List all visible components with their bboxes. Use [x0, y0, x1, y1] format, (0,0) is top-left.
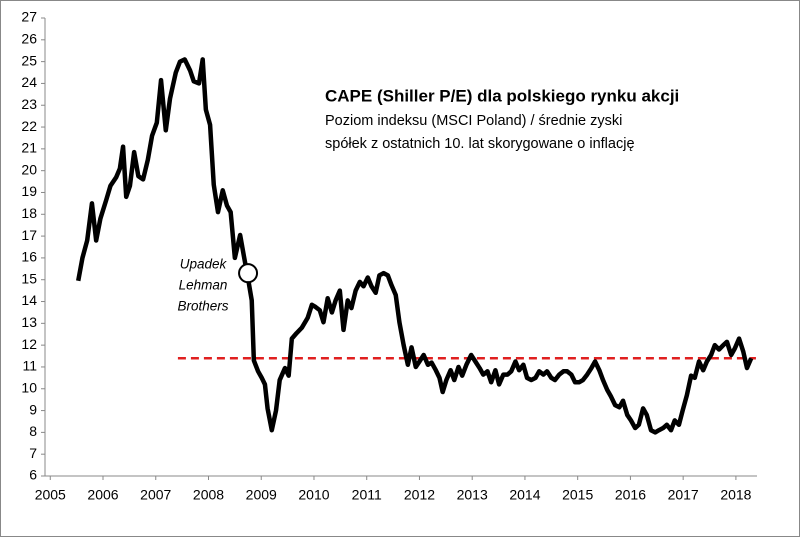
y-tick-label: 24: [21, 74, 37, 90]
y-tick-label: 10: [21, 379, 37, 395]
chart-subtitle: spółek z ostatnich 10. lat skorygowane o…: [325, 136, 635, 152]
x-tick-label: 2011: [352, 487, 382, 503]
y-tick-label: 26: [21, 31, 37, 47]
y-tick-label: 17: [21, 227, 37, 243]
y-tick-label: 21: [21, 140, 37, 156]
y-tick-label: 13: [21, 314, 37, 330]
y-tick-label: 20: [21, 161, 37, 177]
y-tick-label: 27: [21, 9, 37, 25]
y-tick-label: 23: [21, 96, 37, 112]
annotation-text: Upadek: [180, 257, 228, 272]
y-tick-label: 19: [21, 183, 37, 199]
x-tick-label: 2013: [457, 487, 488, 503]
chart-subtitle: Poziom indeksu (MSCI Poland) / średnie z…: [325, 113, 622, 129]
x-tick-label: 2007: [140, 487, 171, 503]
x-tick-label: 2012: [404, 487, 435, 503]
x-tick-label: 2006: [87, 487, 118, 503]
x-tick-label: 2018: [720, 487, 751, 503]
y-tick-label: 25: [21, 52, 37, 68]
x-tick-label: 2016: [615, 487, 646, 503]
x-tick-label: 2008: [193, 487, 224, 503]
y-tick-label: 6: [29, 467, 37, 483]
y-tick-label: 7: [29, 445, 37, 461]
y-tick-label: 15: [21, 270, 37, 286]
y-tick-label: 11: [22, 358, 37, 374]
x-tick-label: 2010: [298, 487, 329, 503]
x-tick-label: 2017: [668, 487, 699, 503]
y-tick-label: 8: [29, 423, 37, 439]
y-tick-label: 18: [21, 205, 37, 221]
annotation-text: Brothers: [178, 299, 229, 314]
chart-title: CAPE (Shiller P/E) dla polskiego rynku a…: [325, 86, 679, 105]
x-tick-label: 2005: [35, 487, 66, 503]
annotation-text: Lehman: [179, 278, 228, 293]
x-tick-label: 2015: [562, 487, 593, 503]
x-tick-label: 2009: [246, 487, 277, 503]
y-tick-label: 14: [21, 292, 37, 308]
y-tick-label: 9: [29, 401, 37, 417]
data-line: [76, 57, 754, 435]
x-tick-label: 2014: [509, 487, 540, 503]
y-tick-label: 22: [21, 118, 37, 134]
y-tick-label: 16: [21, 249, 37, 265]
annotation-marker: [238, 263, 259, 284]
y-tick-label: 12: [21, 336, 37, 352]
